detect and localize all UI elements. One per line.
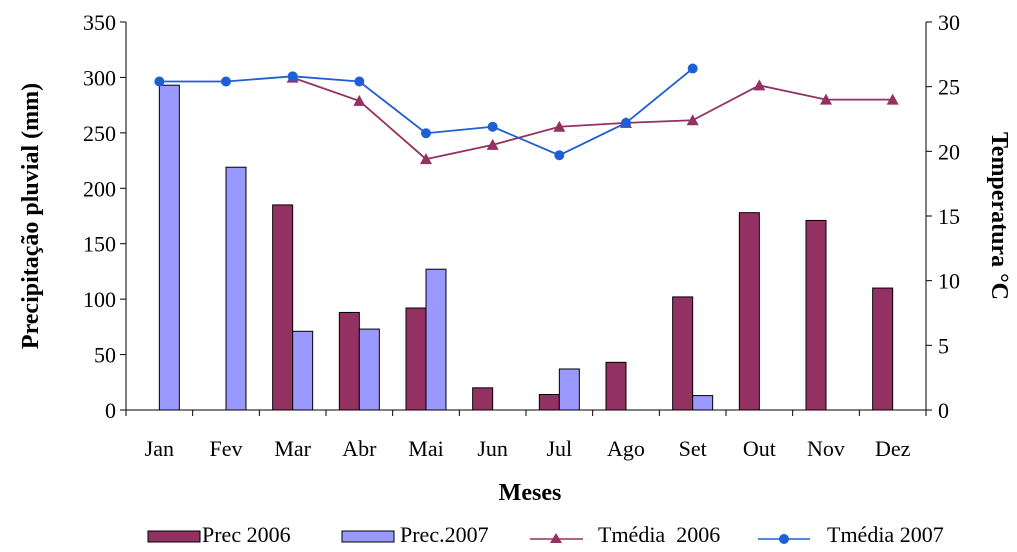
legend-label-prec-2006: Prec 2006 — [202, 522, 291, 547]
plot-area: 0 50 100 150 200 250 300 350 0 5 10 15 20 25 30 Jan Fe… — [83, 10, 960, 461]
y2-tick-label: 30 — [938, 10, 960, 35]
y-tick-label: 200 — [83, 176, 116, 201]
x-tick-label-jun: Jun — [477, 436, 508, 461]
bar-prec-2006-mar — [272, 204, 294, 411]
point-tm-dia-2006-out — [753, 79, 766, 91]
bar-prec-2007-jul — [558, 368, 580, 411]
x-tick-label-out: Out — [743, 436, 776, 461]
legend-label-tmedia-2007: Tmédia 2007 — [827, 522, 944, 547]
legend-marker-tmedia-2007 — [779, 534, 789, 544]
y2-tick-label: 0 — [938, 398, 949, 423]
x-ticks: Jan Fev Mar Abr Mai Jun Jul Ago Set Out Nov Dez — [125, 410, 927, 461]
legend-marker-tmedia-2006 — [550, 533, 562, 543]
bar-prec-2007-mar — [292, 330, 314, 411]
point-tm-dia-2007-fev — [221, 76, 231, 87]
legend: Prec 2006 Prec.2007 Tmédia 2006 Tmédia 2… — [147, 522, 944, 547]
point-tm-dia-2007-set — [687, 63, 698, 74]
y-ticks-right: 0 5 10 15 20 25 30 — [926, 10, 960, 423]
point-tm-dia-2007-jan — [154, 76, 165, 87]
y-tick-label: 100 — [83, 287, 116, 312]
x-tick-label-ago: Ago — [607, 436, 645, 461]
point-tm-dia-2006-jul — [553, 120, 566, 132]
bar-prec-2007-abr — [358, 328, 380, 411]
y2-tick-label: 5 — [938, 333, 949, 358]
y-tick-label: 250 — [83, 121, 116, 146]
y2-tick-label: 25 — [938, 75, 960, 100]
legend-swatch-prec-2006 — [147, 530, 201, 543]
bar-prec-2006-abr — [338, 311, 360, 411]
point-tm-dia-2007-ago — [621, 117, 631, 128]
bar-prec-2006-jun — [472, 387, 494, 411]
bar-prec-2007-fev — [225, 166, 247, 411]
point-tm-dia-2006-abr — [353, 94, 366, 106]
y-tick-label: 50 — [94, 343, 116, 368]
x-tick-label-nov: Nov — [807, 436, 845, 461]
bar-prec-2006-dez — [872, 287, 894, 411]
point-tm-dia-2006-jun — [486, 138, 499, 150]
bar-prec-2006-ago — [605, 361, 627, 411]
y-tick-label: 150 — [83, 232, 116, 257]
x-tick-label-set: Set — [679, 436, 707, 461]
x-tick-label-fev: Fev — [210, 436, 243, 461]
bar-prec-2006-set — [672, 296, 694, 411]
bar-prec-2006-nov — [805, 219, 827, 411]
lines-layer — [154, 63, 899, 165]
x-tick-label-dez: Dez — [875, 436, 911, 461]
point-tm-dia-2007-mai — [421, 128, 431, 139]
x-tick-label-mar: Mar — [274, 436, 311, 461]
point-tm-dia-2007-mar — [287, 71, 298, 82]
y-tick-label: 350 — [83, 10, 116, 35]
legend-item-prec-2007: Prec.2007 — [341, 522, 489, 547]
y-tick-label: 0 — [105, 398, 116, 423]
legend-swatch-prec-2007 — [341, 530, 395, 543]
y-ticks-left: 0 50 100 150 200 250 300 350 — [83, 10, 126, 423]
point-tm-dia-2006-mai — [420, 153, 432, 165]
legend-label-tmedia-2006: Tmédia 2006 — [598, 522, 720, 547]
x-tick-label-jan: Jan — [145, 436, 174, 461]
point-tm-dia-2007-jul — [554, 150, 565, 161]
point-tm-dia-2006-dez — [886, 93, 899, 105]
x-tick-label-jul: Jul — [546, 436, 572, 461]
y2-tick-label: 20 — [938, 139, 960, 164]
bar-prec-2006-mai — [405, 307, 427, 411]
line-tm-dia-2007 — [159, 67, 694, 157]
x-tick-label-abr: Abr — [342, 436, 377, 461]
line-tm-dia-2006 — [292, 76, 893, 161]
legend-item-prec-2006: Prec 2006 — [147, 522, 291, 547]
legend-item-tmedia-2006: Tmédia 2006 — [530, 522, 720, 547]
legend-item-tmedia-2007: Tmédia 2007 — [758, 522, 944, 547]
point-tm-dia-2007-jun — [487, 121, 498, 132]
legend-label-prec-2007: Prec.2007 — [400, 522, 489, 547]
bar-prec-2007-set — [692, 395, 714, 411]
bar-prec-2007-jan — [158, 84, 180, 411]
y2-tick-label: 15 — [938, 204, 960, 229]
point-tm-dia-2007-abr — [354, 76, 365, 87]
y-tick-label: 300 — [83, 65, 116, 90]
point-tm-dia-2006-set — [686, 114, 699, 126]
x-tick-label-mai: Mai — [408, 436, 443, 461]
bar-prec-2007-mai — [425, 268, 447, 411]
bar-prec-2006-jul — [538, 393, 560, 411]
y2-tick-label: 10 — [938, 269, 960, 294]
point-tm-dia-2006-nov — [820, 93, 832, 105]
y-axis-title: Precipitação pluvial (mm) — [18, 83, 44, 349]
bar-prec-2006-out — [738, 212, 760, 411]
bars-layer — [158, 84, 894, 411]
x-axis-title: Meses — [499, 480, 562, 506]
y2-axis-title: Temperatura °C — [986, 132, 1012, 300]
